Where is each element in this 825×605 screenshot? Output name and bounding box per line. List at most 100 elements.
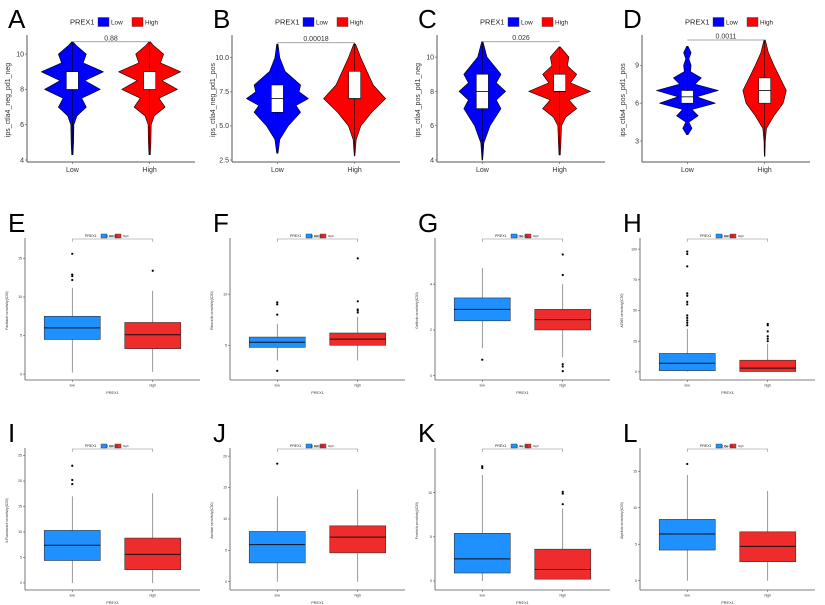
outlier-point: [686, 265, 689, 268]
y-tick-label: 10: [223, 292, 227, 296]
outlier-point: [71, 273, 74, 276]
y-tick-label: 10: [18, 295, 22, 299]
legend-label-high: high: [123, 234, 129, 238]
outlier-point: [71, 252, 74, 255]
x-tick-label: High: [347, 167, 362, 174]
x-tick-label: High: [552, 167, 567, 174]
x-tick-label: High: [757, 167, 772, 174]
legend-swatch-high: [319, 443, 327, 449]
y-tick-label: 0: [635, 370, 637, 374]
legend-swatch-low: [715, 443, 723, 449]
p-value-label: 0.00031: [106, 445, 119, 449]
significance-bracket: 0.00081: [71, 235, 154, 242]
outlier-point: [71, 464, 74, 467]
y-tick-label: 6: [20, 122, 24, 129]
panel-c: C PREX1 Low High 4 6 8 10 Low High ips_ctla4_pos_p…: [410, 0, 618, 195]
outlier-point: [356, 300, 359, 303]
y-tick-label: 25: [633, 339, 637, 343]
outlier-point: [766, 337, 769, 340]
panel-letter: C: [418, 4, 437, 34]
outlier-point: [481, 466, 484, 470]
outlier-point: [561, 492, 564, 495]
chart-svg: PREX1 Low High 2.5 5.0 7.5 10.0 Low High ips_ctla…: [210, 17, 400, 174]
legend-swatch-low: [712, 17, 725, 27]
chart-svg: PREX1 low high 0 5 10 15 20 25 low high 5-Fluoroura…: [5, 443, 200, 605]
legend: PREX1 low high: [85, 233, 129, 239]
y-tick-label: 10: [633, 506, 637, 510]
panel-letter: E: [8, 208, 26, 238]
outlier-point: [686, 303, 689, 306]
outlier-point: [71, 478, 74, 482]
group-high: [534, 253, 592, 373]
y-tick-label: 5: [20, 334, 22, 338]
panel-d: D PREX1 Low High 3 6 9 Low High ips_ctla4_pos_pd1…: [615, 0, 823, 195]
box: [329, 525, 387, 554]
legend-label-low: low: [724, 234, 729, 238]
outlier-point: [561, 503, 564, 506]
legend: PREX1 low high: [700, 443, 744, 449]
legend-label-low: low: [109, 234, 114, 238]
panel-g: G PREX1 low high 0 2 4 low high Gefitinib sensiti…: [410, 198, 618, 395]
outlier-point: [686, 252, 689, 256]
significance-bracket: 0.88: [72, 35, 150, 42]
outlier-point: [561, 490, 564, 493]
bracket-line: [276, 238, 359, 242]
outlier-point: [481, 465, 484, 468]
legend-swatch-high: [524, 233, 532, 239]
y-axis-label: Ribociclib sensitivity(IC50): [210, 291, 214, 329]
group-high: [534, 490, 592, 580]
legend-title: PREX1: [275, 18, 300, 27]
x-tick-label: low: [685, 594, 691, 598]
y-tick-label: 0: [430, 374, 432, 378]
box: [248, 531, 306, 564]
x-tick-label: high: [764, 384, 771, 388]
panel-letter: G: [418, 208, 439, 238]
y-tick-label: 8: [20, 87, 24, 94]
p-value-label: 2.3e-09: [517, 235, 529, 239]
chart-svg: PREX1 Low High 3 6 9 Low High ips_ctla4_pos_pd1_…: [620, 17, 810, 174]
p-value-label: 0.0011: [716, 34, 737, 41]
legend-swatch-high: [729, 233, 737, 239]
group-low: [458, 41, 506, 161]
group-high: [118, 41, 181, 155]
bracket-line: [71, 448, 154, 452]
legend-label-high: High: [555, 20, 569, 27]
chart-svg: PREX1 Low High 4 6 8 10 Low High ips_ctla4_neg_pd…: [5, 17, 195, 174]
y-axis-label: Avelabe sensitivity(IC50): [210, 502, 214, 538]
group-low: [43, 464, 101, 583]
x-axis-label: PREX1: [516, 391, 528, 395]
box: [124, 322, 182, 349]
box: [453, 532, 511, 574]
bracket-line: [686, 238, 769, 242]
legend: PREX1 low high: [495, 233, 539, 239]
y-axis-label: 5-Fluorouracil sensitivity(IC50): [5, 498, 9, 543]
x-tick-label: high: [149, 594, 156, 598]
bracket-line: [481, 238, 564, 242]
y-axis-label: ips_ctla4_pos_pd1_pos: [620, 63, 627, 137]
legend-swatch-high: [746, 17, 759, 27]
y-axis-label: AZ960 sensitivity(IC50): [620, 293, 624, 327]
legend-label-high: high: [123, 444, 129, 448]
y-tick-label: 10.0: [215, 55, 229, 62]
chart-svg: PREX1 low high 0 5 10 15 low high Paclitaxel sens…: [5, 233, 200, 395]
y-tick-label: 8: [430, 89, 434, 96]
panel-k: K PREX1 low high 0 5 10 low high Foretinib sensit…: [410, 408, 618, 605]
x-tick-label: low: [275, 594, 281, 598]
x-axis-label: PREX1: [311, 601, 323, 605]
legend-title: PREX1: [290, 444, 302, 448]
panel-a: A PREX1 Low High 4 6 8 10 Low High ips_ctla4_neg_p…: [0, 0, 208, 195]
p-value-label: 0.00018: [303, 36, 328, 43]
box: [143, 71, 156, 90]
y-tick-label: 10: [16, 51, 24, 58]
legend-label-high: high: [328, 444, 334, 448]
x-tick-label: high: [354, 384, 361, 388]
y-tick-label: 0: [20, 581, 22, 585]
panel-b: B PREX1 Low High 2.5 5.0 7.5 10.0 Low High ips_ctl…: [205, 0, 413, 195]
legend-swatch-low: [302, 17, 315, 27]
y-axis-label: ips_ctla4_neg_pd1_neg: [5, 63, 12, 137]
panel-letter: K: [418, 418, 436, 448]
legend: PREX1 Low High: [275, 17, 364, 27]
x-tick-label: Low: [476, 167, 490, 174]
legend-swatch-low: [305, 443, 313, 449]
p-value-label: 0.00046: [311, 445, 324, 449]
